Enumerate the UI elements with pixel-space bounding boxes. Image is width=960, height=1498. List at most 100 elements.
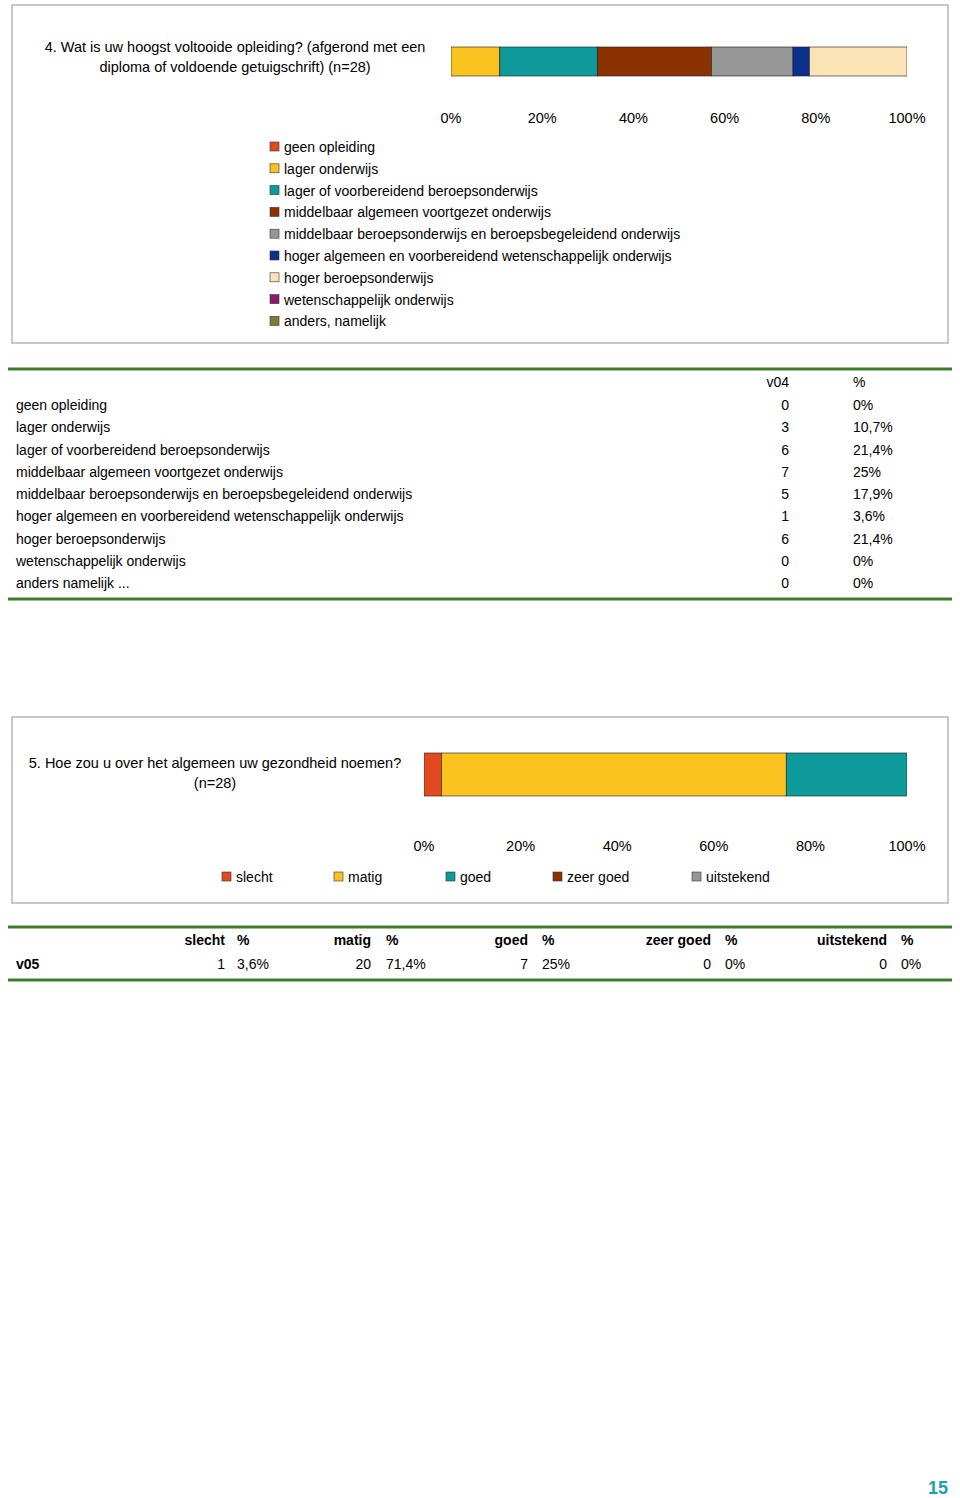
legend-swatch — [446, 872, 455, 881]
chart: 4. Wat is uw hoogst voltooide opleiding?… — [12, 5, 948, 343]
legend-label: hoger algemeen en voorbereidend wetensch… — [284, 248, 672, 264]
tick-label: 80% — [801, 110, 830, 126]
table-cell: 7 — [520, 956, 528, 972]
bar-segment — [907, 47, 908, 76]
table-rule — [8, 598, 952, 601]
table-cell: 25% — [542, 956, 570, 972]
legend-swatch — [270, 273, 279, 282]
chart-title: 5. Hoe zou u over het algemeen uw gezond… — [29, 755, 401, 791]
column-header: uitstekend — [817, 932, 887, 948]
table-cell: 0 — [879, 956, 887, 972]
chart-frame — [12, 5, 948, 343]
table-cell: 1 — [781, 508, 789, 524]
table-cell: 20 — [355, 956, 371, 972]
column-header: % — [901, 932, 914, 948]
legend-label: middelbaar algemeen voortgezet onderwijs — [284, 204, 551, 220]
legend-swatch — [270, 229, 279, 238]
table: slecht%matig%goed%zeer goed%uitstekend%v… — [8, 927, 952, 980]
legend-label: slecht — [236, 869, 273, 885]
row-label: wetenschappelijk onderwijs — [15, 553, 186, 569]
legend-swatch — [270, 164, 279, 173]
tick-label: 40% — [603, 838, 632, 854]
row-label: hoger algemeen en voorbereidend wetensch… — [16, 508, 404, 524]
table-cell: 17,9% — [853, 486, 893, 502]
row-label: middelbaar beroepsonderwijs en beroepsbe… — [16, 486, 412, 502]
table-cell: 1 — [217, 956, 225, 972]
table-cell: 21,4% — [853, 531, 893, 547]
legend-label: geen opleiding — [284, 139, 375, 155]
table-cell: 25% — [853, 464, 881, 480]
column-header: matig — [334, 932, 371, 948]
table-cell: 71,4% — [386, 956, 426, 972]
column-header: slecht — [185, 932, 226, 948]
table-cell: 0 — [781, 575, 789, 591]
row-label: lager of voorbereidend beroepsonderwijs — [16, 442, 270, 458]
bar-segment — [907, 753, 908, 796]
table-cell: 6 — [781, 531, 789, 547]
table-cell: 3 — [781, 419, 789, 435]
page-number: 15 — [928, 1478, 948, 1498]
table-cell: 0% — [901, 956, 921, 972]
tick-label: 0% — [441, 110, 462, 126]
bars — [424, 753, 907, 796]
chart: 5. Hoe zou u over het algemeen uw gezond… — [12, 717, 948, 903]
column-header: % — [386, 932, 399, 948]
table: v04%geen opleiding00%lager onderwijs310,… — [8, 369, 952, 599]
legend-label: goed — [460, 869, 491, 885]
table-cell: 3,6% — [853, 508, 885, 524]
tick-label: 20% — [506, 838, 535, 854]
bar-segment — [809, 47, 907, 76]
table-cell: 0 — [781, 397, 789, 413]
legend-label: anders, namelijk — [284, 313, 387, 329]
tick-label: 100% — [888, 838, 925, 854]
legend-label: middelbaar beroepsonderwijs en beroepsbe… — [284, 226, 680, 242]
legend-label: lager of voorbereidend beroepsonderwijs — [284, 183, 538, 199]
table-cell: 10,7% — [853, 419, 893, 435]
bar-segment — [907, 47, 908, 76]
tick-label: 100% — [888, 110, 925, 126]
column-header: % — [853, 374, 865, 390]
column-header: % — [237, 932, 250, 948]
row-label: hoger beroepsonderwijs — [16, 531, 165, 547]
bars — [451, 47, 907, 76]
table-cell: 6 — [781, 442, 789, 458]
table-cell: 0% — [853, 397, 873, 413]
bar-segment — [907, 753, 908, 796]
column-header: zeer goed — [646, 932, 711, 948]
chart-title: 4. Wat is uw hoogst voltooide opleiding?… — [45, 39, 426, 75]
table-cell: 0% — [853, 553, 873, 569]
table-cell: 5 — [781, 486, 789, 502]
bar-segment — [786, 753, 907, 796]
legend-label: uitstekend — [706, 869, 770, 885]
table-cell: 0 — [781, 553, 789, 569]
legend-swatch — [692, 872, 701, 881]
legend-swatch — [270, 316, 279, 325]
bar-segment — [500, 47, 598, 76]
bar-segment — [793, 47, 809, 76]
tick-label: 0% — [414, 838, 435, 854]
bar-segment — [711, 47, 793, 76]
legend-label: matig — [348, 869, 382, 885]
bar-segment — [451, 47, 500, 76]
bar-segment — [597, 47, 711, 76]
legend-label: zeer goed — [567, 869, 629, 885]
bar-segment — [424, 753, 441, 796]
table-cell: 3,6% — [237, 956, 269, 972]
legend-label: lager onderwijs — [284, 161, 378, 177]
row-label: lager onderwijs — [16, 419, 110, 435]
table-rule — [8, 979, 952, 982]
legend-swatch — [270, 207, 279, 216]
table-cell: 0 — [703, 956, 711, 972]
tick-label: 60% — [710, 110, 739, 126]
tick-label: 80% — [796, 838, 825, 854]
legend-swatch — [270, 186, 279, 195]
legend-swatch — [334, 872, 343, 881]
row-label: v05 — [16, 956, 40, 972]
legend-label: wetenschappelijk onderwijs — [283, 292, 454, 308]
page: 4. Wat is uw hoogst voltooide opleiding?… — [0, 0, 960, 1498]
legend-swatch — [270, 251, 279, 260]
column-header: % — [542, 932, 555, 948]
column-header: goed — [495, 932, 528, 948]
tick-label: 60% — [699, 838, 728, 854]
table-cell: 0% — [725, 956, 745, 972]
